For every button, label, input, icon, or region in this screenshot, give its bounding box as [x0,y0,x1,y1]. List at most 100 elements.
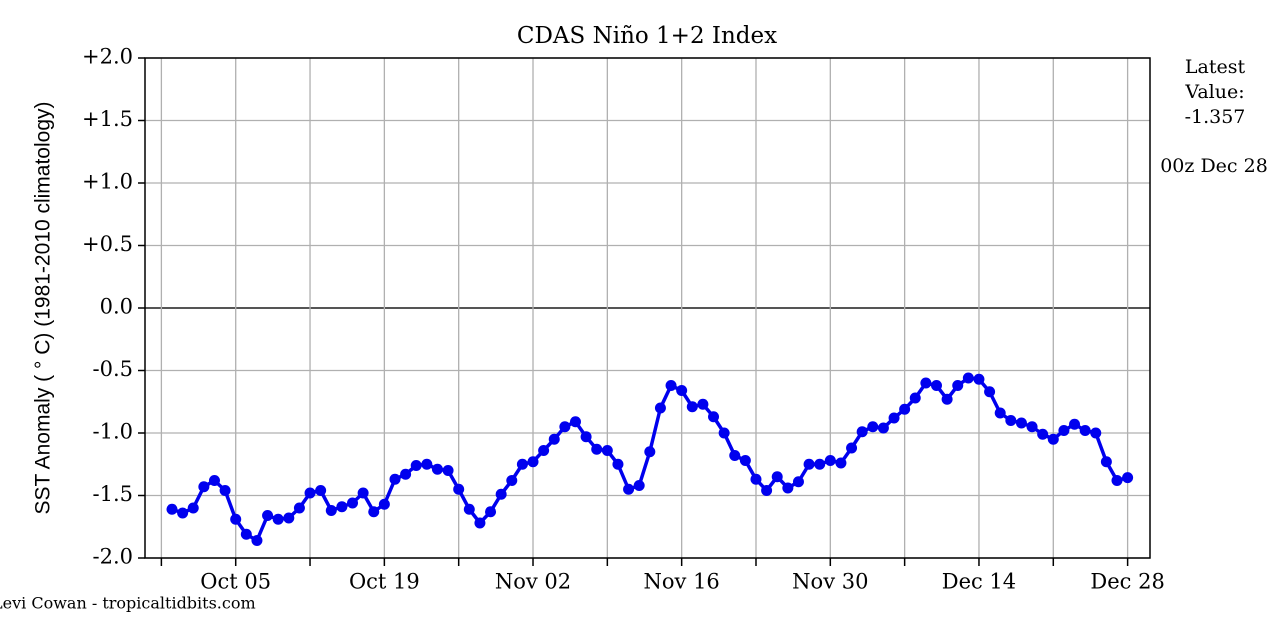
data-point [1122,472,1134,484]
data-point [325,505,337,516]
data-point [1058,425,1070,436]
data-point [357,487,369,499]
data-point [867,421,879,433]
y-tick-label: -0.5 [93,357,134,381]
credit: Levi Cowan - tropicaltidbits.com [0,594,256,613]
y-tick-label: -2.0 [93,545,134,569]
data-point [750,473,762,485]
data-point [920,377,932,389]
data-point [315,485,327,496]
data-point [973,373,985,385]
data-point [559,421,571,433]
data-point [739,455,751,466]
data-point [1015,417,1027,429]
data-point [846,442,858,454]
y-tick-label: 0.0 [100,295,133,319]
data-point [803,458,815,470]
y-axis-label: SST Anomaly ( ° C) (1981-2010 climatolog… [32,101,55,514]
data-point [686,401,698,413]
data-point [1005,415,1017,426]
data-point [1069,418,1081,430]
x-tick-label: Oct 05 [200,570,271,594]
data-point [177,507,189,519]
data-point [633,480,645,491]
latest-label: Value: [1184,81,1244,103]
chart-title: CDAS Niño 1+2 Index [517,23,777,49]
data-point [485,506,497,518]
data-point [474,517,486,529]
data-point [856,426,868,438]
y-tick-label: +2.0 [82,45,133,69]
x-tick-label: Nov 16 [644,570,720,594]
data-point [761,485,773,496]
data-point [400,468,412,480]
data-point [676,385,688,396]
x-tick-label: Dec 14 [942,570,1016,594]
data-point [251,535,263,546]
data-point [782,482,794,494]
data-point [708,411,720,423]
data-point [421,458,433,470]
data-point [984,386,996,398]
data-point [771,471,783,483]
data-point [378,498,390,510]
data-point [994,407,1006,419]
x-tick-label: Oct 19 [349,570,420,594]
data-point [368,506,380,518]
data-point [654,402,666,414]
data-point [495,488,507,500]
data-point [792,476,804,488]
data-point [729,450,741,461]
data-point [591,443,603,455]
data-point [697,398,709,410]
data-point [219,485,231,496]
data-point [208,475,220,486]
data-point [888,412,900,424]
data-point [623,483,635,495]
data-point [548,433,560,445]
data-point [347,497,359,509]
data-point [1100,456,1112,468]
data-point [899,403,911,415]
data-point [1037,428,1049,440]
data-point [930,380,942,391]
data-point [665,380,677,391]
data-point [187,502,199,514]
data-point [336,501,348,513]
valid-time: 00z Dec 28 [1160,155,1268,177]
data-point [506,475,518,486]
x-tick-label: Nov 02 [495,570,571,594]
data-point [835,457,847,469]
data-point [166,503,178,515]
data-point [442,465,454,476]
data-point [389,473,401,485]
data-point [527,456,539,468]
data-point [644,446,656,458]
data-point [538,445,550,456]
data-point [431,463,443,475]
data-point [569,416,581,428]
data-point [516,458,528,470]
data-point [410,460,422,471]
data-point [612,458,624,470]
data-point [1111,475,1123,486]
data-point [453,483,465,495]
data-point [1090,427,1102,439]
data-point [240,528,252,540]
data-point [580,431,592,443]
data-point [463,503,475,515]
data-point [909,392,921,404]
data-point [283,512,295,524]
y-tick-label: +1.5 [82,107,133,131]
latest-label: Latest [1185,56,1246,78]
plot-frame [144,57,1151,559]
x-tick-label: Nov 30 [792,570,868,594]
data-point [1026,421,1038,433]
data-point [1047,433,1059,445]
data-point [601,445,613,456]
data-point [824,455,836,466]
data-point [304,487,316,499]
data-point [814,458,826,470]
data-point [1079,425,1091,436]
